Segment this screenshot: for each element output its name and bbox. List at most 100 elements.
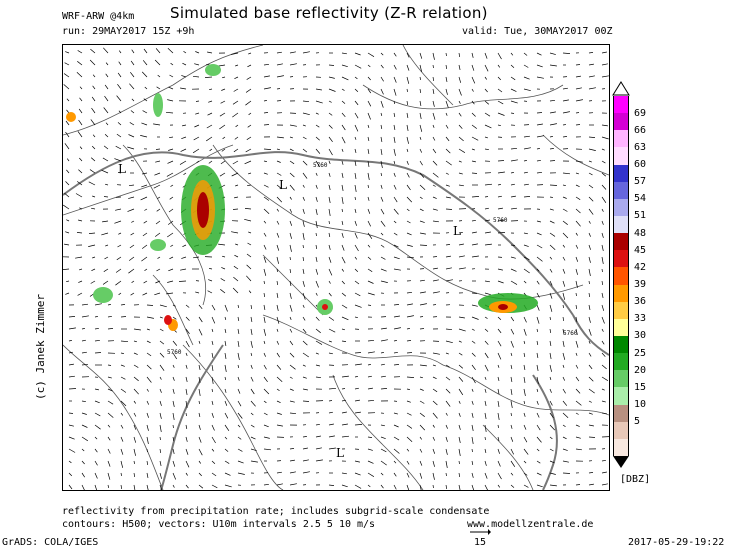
wind-vector xyxy=(406,328,410,330)
wind-vector xyxy=(237,364,240,368)
wind-vector xyxy=(523,160,527,162)
wind-vector xyxy=(276,75,284,78)
wind-vector xyxy=(536,448,540,452)
wind-vector xyxy=(484,280,490,283)
wind-vector xyxy=(601,136,609,140)
wind-vector xyxy=(172,412,175,420)
wind-vector xyxy=(406,220,411,224)
wind-vector xyxy=(211,388,213,392)
wind-vector xyxy=(445,184,450,187)
wind-vector xyxy=(315,268,319,275)
legend-level-label: 15 xyxy=(634,381,647,393)
wind-vector xyxy=(103,47,109,54)
wind-vector xyxy=(354,160,357,166)
wind-vector xyxy=(315,256,318,262)
wind-vector xyxy=(575,220,581,227)
wind-vector xyxy=(575,280,578,288)
wind-vector xyxy=(341,196,344,204)
wind-vector xyxy=(224,316,227,320)
wind-vector xyxy=(315,100,323,104)
legend-swatch xyxy=(613,250,629,268)
wind-vector xyxy=(246,275,252,282)
wind-vector xyxy=(302,208,305,214)
wind-vector xyxy=(445,376,451,381)
wind-vector xyxy=(406,100,409,105)
wind-vector xyxy=(367,148,370,154)
wind-vector xyxy=(133,352,138,355)
wind-vector xyxy=(367,448,373,451)
wind-vector xyxy=(354,220,357,226)
borders xyxy=(63,45,609,490)
wind-vector xyxy=(471,172,478,174)
wind-vector xyxy=(107,328,114,330)
wind-vector xyxy=(588,184,594,189)
wind-vector xyxy=(510,460,516,467)
wind-vector xyxy=(181,256,187,259)
wind-vector xyxy=(380,208,385,215)
contour-label: 5760 xyxy=(563,330,578,337)
timestamp-label: 2017-05-29-19:22 xyxy=(628,537,725,548)
wind-vector xyxy=(536,232,542,236)
wind-vector xyxy=(471,52,474,58)
wind-vector xyxy=(185,412,187,417)
wind-vector xyxy=(114,220,122,224)
wind-vector xyxy=(354,52,361,56)
wind-vector xyxy=(471,388,474,392)
wind-vector xyxy=(154,172,161,176)
wind-vector xyxy=(302,352,309,358)
wind-vector xyxy=(380,184,383,189)
low-labels: L L L L L xyxy=(118,162,461,460)
wind-vector xyxy=(380,424,385,427)
wind-vector xyxy=(263,100,267,102)
wind-vector xyxy=(207,290,213,294)
wind-vector xyxy=(211,364,214,371)
wind-vector xyxy=(484,231,491,234)
wind-vector xyxy=(130,232,135,236)
wind-vector xyxy=(328,64,335,66)
wind-vector xyxy=(562,352,566,360)
wind-vector xyxy=(458,364,464,369)
wind-vector xyxy=(64,192,70,198)
wind-vector xyxy=(471,64,475,71)
wind-vector xyxy=(302,148,308,153)
wind-vector xyxy=(341,340,347,342)
wind-vector xyxy=(367,399,375,402)
wind-vector xyxy=(588,196,594,202)
wind-vector xyxy=(484,340,489,345)
wind-vector xyxy=(224,388,227,393)
wind-vector xyxy=(432,172,439,178)
wind-vector xyxy=(419,100,422,106)
wind-vector xyxy=(328,484,335,486)
wind-vector xyxy=(195,51,200,54)
wind-vector xyxy=(146,460,149,465)
wind-vector xyxy=(146,352,152,357)
wind-vector xyxy=(81,315,89,318)
wind-vector xyxy=(263,364,267,370)
wind-vector xyxy=(133,376,139,382)
wind-vector xyxy=(263,220,267,224)
wind-vector xyxy=(276,184,282,190)
wind-vector xyxy=(601,232,604,238)
wind-vector xyxy=(127,146,135,150)
wind-vector xyxy=(458,172,463,175)
wind-vector xyxy=(92,256,96,259)
wind-vector xyxy=(471,436,474,444)
wind-vector xyxy=(432,424,435,428)
wind-vector xyxy=(250,352,253,356)
wind-vector xyxy=(328,352,333,355)
wind-vector xyxy=(536,400,539,405)
wind-vector xyxy=(289,208,293,213)
wind-vector xyxy=(211,412,214,418)
wind-vector xyxy=(143,48,148,54)
wind-vector xyxy=(471,448,473,453)
legend-level-label: 51 xyxy=(634,210,647,222)
wind-vector xyxy=(549,52,556,55)
wind-vector xyxy=(141,184,148,188)
wind-vector xyxy=(289,376,293,379)
wind-vector xyxy=(185,400,188,408)
wind-vector xyxy=(393,208,399,215)
wind-vector xyxy=(432,136,436,141)
wind-vector xyxy=(76,181,83,186)
wind-vector xyxy=(588,160,592,163)
wind-vector xyxy=(588,220,591,224)
